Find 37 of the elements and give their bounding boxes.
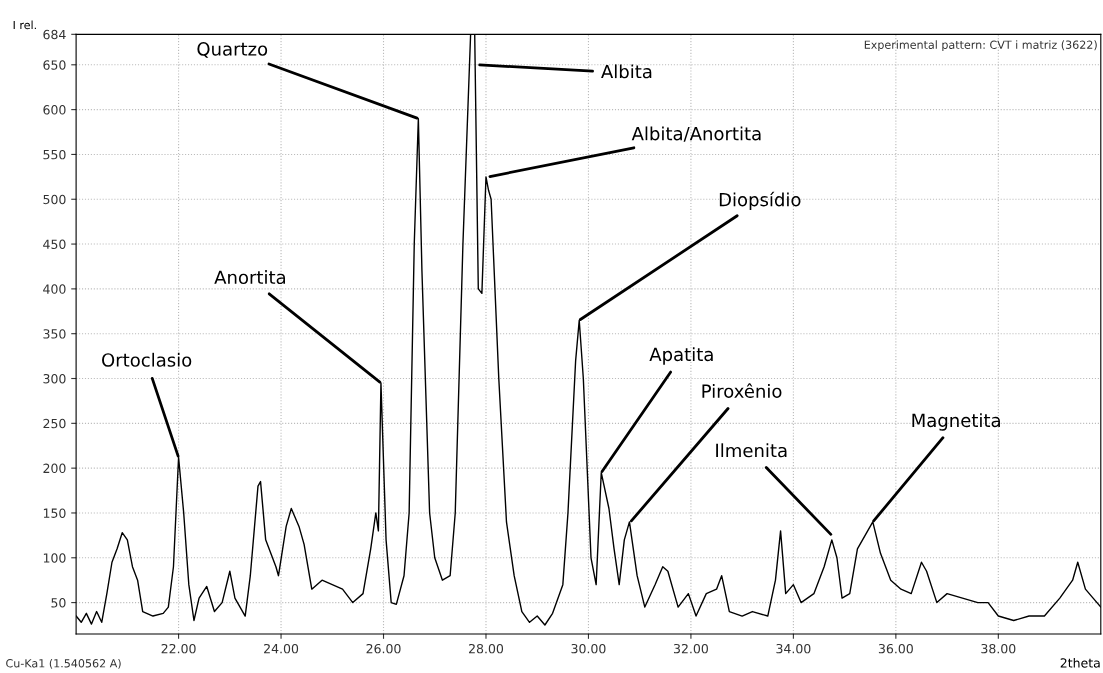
y-tick-label: 150 xyxy=(43,508,66,518)
y-tick-label: 400 xyxy=(43,284,66,294)
y-tick-label: 250 xyxy=(43,418,66,429)
y-tick-label: 500 xyxy=(43,194,66,205)
annotation: Apatita xyxy=(649,347,713,365)
annotation: Anortita xyxy=(214,270,286,285)
y-tick-label: 350 xyxy=(43,329,66,339)
x-tick-label: 22.00 xyxy=(161,643,196,654)
x-tick-label: 36.00 xyxy=(878,643,913,654)
annotation: Ortoclasio xyxy=(102,352,192,367)
annotation: Magnetita xyxy=(912,413,1000,431)
x-tick-label: 28.00 xyxy=(469,643,504,654)
x-tick-label: 30.00 xyxy=(571,643,606,654)
annotation: Quartzo xyxy=(197,42,268,58)
annotation: Diopsídio xyxy=(719,191,801,210)
annotation: Ilmenita xyxy=(716,443,787,458)
x-tick-label: 38.00 xyxy=(981,643,1016,654)
y-tick-label: 200 xyxy=(43,463,66,474)
annotation: Piroxênio xyxy=(702,383,782,398)
y-tick-label: 300 xyxy=(43,373,66,384)
x-tick-label: 34.00 xyxy=(776,643,811,654)
x-axis-title: 2theta xyxy=(1060,657,1100,668)
y-tick-label: 50 xyxy=(51,598,66,608)
annotation: Albita xyxy=(601,64,652,79)
text: Cu-Ka1 (1.540562 A) xyxy=(6,658,121,669)
x-tick-label: 32.00 xyxy=(673,643,708,654)
x-tick-label: 24.00 xyxy=(264,643,299,654)
y-tick-label: 550 xyxy=(43,149,66,160)
x-tick-label: 26.00 xyxy=(366,643,401,654)
y-tick-label: 450 xyxy=(43,239,66,249)
annotation: Experimental pattern: CVT i matriz (3622) xyxy=(864,40,1097,52)
annotation: Albita/Anortita xyxy=(631,126,761,142)
y-axis-title: I rel. xyxy=(13,20,36,30)
y-tick-label: 650 xyxy=(43,60,66,70)
y-tick-label: 684 xyxy=(43,29,66,40)
y-tick-label: 100 xyxy=(43,553,66,563)
y-tick-label: 600 xyxy=(43,105,66,115)
